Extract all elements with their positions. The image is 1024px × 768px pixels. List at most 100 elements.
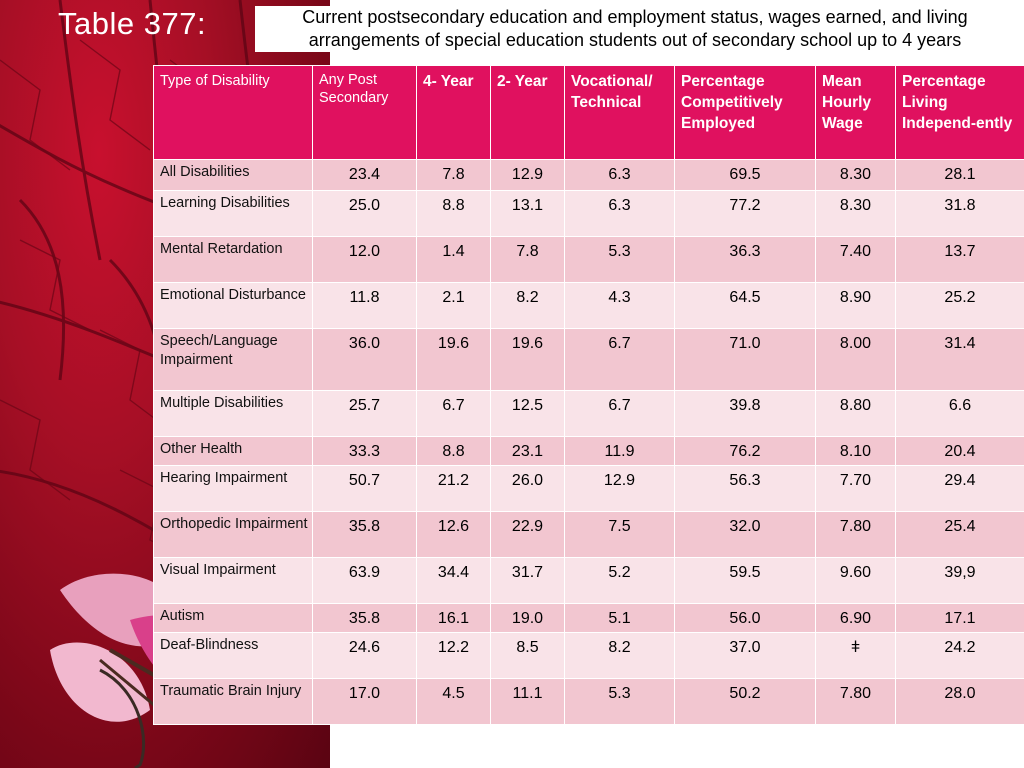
value-cell: 7.70 (815, 465, 896, 512)
value-cell: 37.0 (674, 632, 816, 679)
value-cell: 11.9 (564, 436, 675, 466)
value-cell: 4.3 (564, 282, 675, 329)
disability-outcomes-table: Type of Disability Any Post Secondary 4-… (153, 65, 1024, 725)
table-row: Orthopedic Impairment 35.8 12.6 22.9 7.5 32.0… (153, 511, 1024, 558)
value-cell: 7.40 (815, 236, 896, 283)
value-cell: 12.0 (312, 236, 417, 283)
value-cell: 36.0 (312, 328, 417, 391)
value-cell: 39.8 (674, 390, 816, 437)
table-row: Mental Retardation 12.0 1.4 7.8 5.3 36.3 7.40 1… (153, 236, 1024, 283)
value-cell: 7.8 (416, 159, 491, 191)
value-cell: 35.8 (312, 603, 417, 633)
disability-type-cell: Other Health (153, 436, 313, 466)
value-cell: 8.2 (490, 282, 565, 329)
value-cell: 7.8 (490, 236, 565, 283)
value-cell: 31.4 (895, 328, 1024, 391)
value-cell: 7.80 (815, 678, 896, 725)
value-cell: 8.30 (815, 190, 896, 237)
value-cell: 64.5 (674, 282, 816, 329)
table-row: Deaf-Blindness 24.6 12.2 8.5 8.2 37.0 ǂ 24.2 (153, 632, 1024, 679)
value-cell: 12.6 (416, 511, 491, 558)
value-cell: 12.9 (490, 159, 565, 191)
disability-type-cell: Deaf-Blindness (153, 632, 313, 679)
disability-type-cell: Orthopedic Impairment (153, 511, 313, 558)
column-header: 4- Year (416, 65, 491, 160)
value-cell: 5.3 (564, 678, 675, 725)
value-cell: 8.00 (815, 328, 896, 391)
disability-type-cell: All Disabilities (153, 159, 313, 191)
value-cell: ǂ (815, 632, 896, 679)
value-cell: 8.10 (815, 436, 896, 466)
column-header: Any Post Secondary (312, 65, 417, 160)
value-cell: 9.60 (815, 557, 896, 604)
value-cell: 31.7 (490, 557, 565, 604)
value-cell: 39,9 (895, 557, 1024, 604)
disability-type-cell: Autism (153, 603, 313, 633)
table-row: Autism 35.8 16.1 19.0 5.1 56.0 6.90 17.1 (153, 603, 1024, 633)
value-cell: 6.90 (815, 603, 896, 633)
column-header: Mean Hourly Wage (815, 65, 896, 160)
table-row: Other Health 33.3 8.8 23.1 11.9 76.2 8.10 20.4 (153, 436, 1024, 466)
value-cell: 8.5 (490, 632, 565, 679)
value-cell: 5.1 (564, 603, 675, 633)
value-cell: 24.2 (895, 632, 1024, 679)
data-table-container: Type of Disability Any Post Secondary 4-… (153, 65, 1024, 726)
table-row: Learning Disabilities 25.0 8.8 13.1 6.3 77.2 8… (153, 190, 1024, 237)
value-cell: 28.1 (895, 159, 1024, 191)
value-cell: 4.5 (416, 678, 491, 725)
value-cell: 23.4 (312, 159, 417, 191)
table-row: Hearing Impairment 50.7 21.2 26.0 12.9 56.3 7.… (153, 465, 1024, 512)
value-cell: 8.8 (416, 436, 491, 466)
value-cell: 71.0 (674, 328, 816, 391)
value-cell: 16.1 (416, 603, 491, 633)
value-cell: 56.0 (674, 603, 816, 633)
value-cell: 25.2 (895, 282, 1024, 329)
value-cell: 50.7 (312, 465, 417, 512)
value-cell: 19.0 (490, 603, 565, 633)
value-cell: 59.5 (674, 557, 816, 604)
table-row: Multiple Disabilities 25.7 6.7 12.5 6.7 39.8 8… (153, 390, 1024, 437)
value-cell: 8.90 (815, 282, 896, 329)
disability-type-cell: Hearing Impairment (153, 465, 313, 512)
value-cell: 22.9 (490, 511, 565, 558)
value-cell: 25.4 (895, 511, 1024, 558)
value-cell: 8.80 (815, 390, 896, 437)
value-cell: 8.8 (416, 190, 491, 237)
value-cell: 6.7 (564, 328, 675, 391)
value-cell: 36.3 (674, 236, 816, 283)
value-cell: 13.1 (490, 190, 565, 237)
value-cell: 32.0 (674, 511, 816, 558)
value-cell: 56.3 (674, 465, 816, 512)
table-header-row: Type of Disability Any Post Secondary 4-… (153, 65, 1024, 160)
value-cell: 6.6 (895, 390, 1024, 437)
value-cell: 17.0 (312, 678, 417, 725)
slide-table-number: Table 377: (58, 6, 207, 41)
disability-type-cell: Speech/Language Impairment (153, 328, 313, 391)
table-row: All Disabilities 23.4 7.8 12.9 6.3 69.5 8.30 28… (153, 159, 1024, 191)
value-cell: 8.30 (815, 159, 896, 191)
value-cell: 5.2 (564, 557, 675, 604)
value-cell: 21.2 (416, 465, 491, 512)
value-cell: 19.6 (416, 328, 491, 391)
value-cell: 63.9 (312, 557, 417, 604)
column-header: 2- Year (490, 65, 565, 160)
value-cell: 5.3 (564, 236, 675, 283)
table-title: Current postsecondary education and empl… (255, 6, 1015, 52)
column-header: Vocational/ Technical (564, 65, 675, 160)
value-cell: 34.4 (416, 557, 491, 604)
value-cell: 7.80 (815, 511, 896, 558)
value-cell: 12.5 (490, 390, 565, 437)
value-cell: 24.6 (312, 632, 417, 679)
value-cell: 20.4 (895, 436, 1024, 466)
value-cell: 11.1 (490, 678, 565, 725)
value-cell: 6.7 (564, 390, 675, 437)
value-cell: 17.1 (895, 603, 1024, 633)
value-cell: 25.7 (312, 390, 417, 437)
column-header: Type of Disability (153, 65, 313, 160)
column-header: Percentage Competitively Employed (674, 65, 816, 160)
table-row: Traumatic Brain Injury 17.0 4.5 11.1 5.3 50.2… (153, 678, 1024, 725)
value-cell: 76.2 (674, 436, 816, 466)
value-cell: 29.4 (895, 465, 1024, 512)
column-header: Percentage Living Independ-ently (895, 65, 1024, 160)
disability-type-cell: Traumatic Brain Injury (153, 678, 313, 725)
